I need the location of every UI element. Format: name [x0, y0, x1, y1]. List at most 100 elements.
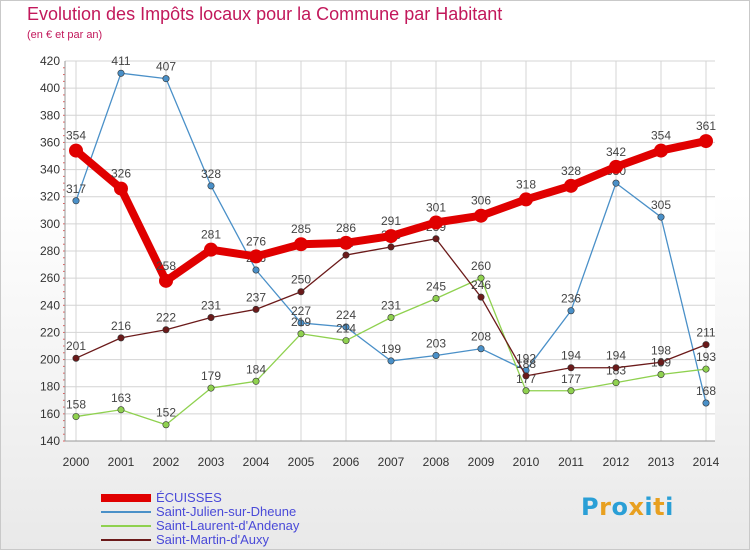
x-tick-label: 2009 — [468, 455, 495, 469]
y-tick-label: 180 — [40, 380, 60, 394]
data-point — [567, 364, 575, 372]
logo-letter: i — [665, 493, 674, 521]
x-tick-label: 2004 — [243, 455, 270, 469]
data-point — [564, 178, 578, 193]
data-point — [342, 251, 350, 259]
logo-letter: t — [653, 493, 666, 521]
data-label: 407 — [156, 60, 176, 74]
data-point — [387, 313, 395, 321]
x-tick-label: 2008 — [423, 455, 450, 469]
legend-swatch — [101, 525, 151, 527]
data-point — [657, 213, 665, 221]
x-tick-label: 2014 — [693, 455, 720, 469]
data-point — [114, 181, 128, 196]
data-label: 227 — [291, 304, 311, 318]
data-point — [567, 307, 575, 315]
data-point — [297, 288, 305, 296]
data-point — [429, 215, 443, 230]
data-label: 216 — [111, 319, 131, 333]
data-label: 246 — [471, 278, 491, 292]
data-point — [162, 326, 170, 334]
data-point — [474, 208, 488, 223]
data-label: 222 — [156, 311, 176, 325]
data-point — [162, 75, 170, 83]
data-label: 245 — [426, 280, 446, 294]
data-label: 318 — [516, 177, 536, 191]
data-label: 354 — [66, 129, 86, 143]
data-label: 286 — [336, 221, 356, 235]
legend-label: Saint-Laurent-d'Andenay — [156, 518, 300, 533]
data-label: 306 — [471, 194, 491, 208]
data-point — [609, 159, 623, 174]
legend-swatch — [101, 494, 151, 502]
data-label: 188 — [516, 357, 536, 371]
data-label: 328 — [201, 167, 221, 181]
data-point — [294, 237, 308, 252]
data-point — [387, 243, 395, 251]
y-tick-label: 300 — [40, 217, 60, 231]
y-tick-label: 220 — [40, 325, 60, 339]
legend-label: Saint-Julien-sur-Dheune — [156, 504, 297, 519]
y-tick-label: 400 — [40, 81, 60, 95]
data-point — [249, 249, 263, 264]
y-tick-label: 420 — [40, 54, 60, 68]
data-point — [702, 341, 710, 349]
data-label: 260 — [471, 259, 491, 273]
data-point — [72, 197, 80, 205]
data-label: 152 — [156, 406, 176, 420]
data-point — [387, 357, 395, 365]
data-label: 326 — [111, 167, 131, 181]
x-tick-label: 2001 — [108, 455, 135, 469]
data-label: 237 — [246, 290, 266, 304]
data-point — [702, 365, 710, 373]
logo-letter: r — [599, 493, 612, 521]
data-point — [432, 351, 440, 359]
data-point — [432, 235, 440, 243]
data-label: 285 — [291, 222, 311, 236]
data-point — [477, 293, 485, 301]
data-point — [207, 313, 215, 321]
logo-letter: P — [581, 493, 600, 521]
data-label: 276 — [246, 234, 266, 248]
data-label: 258 — [156, 259, 176, 273]
data-label: 179 — [201, 369, 221, 383]
data-point — [477, 274, 485, 282]
x-tick-label: 2011 — [558, 455, 584, 469]
data-point — [204, 242, 218, 257]
data-label: 203 — [426, 337, 446, 351]
series-0: 354 326 258 281 276 285 286 291 301 306 318 328 342 3… — [66, 119, 716, 288]
data-label: 184 — [246, 362, 266, 376]
data-point — [339, 235, 353, 250]
legend-swatch — [101, 539, 151, 541]
data-point — [519, 192, 533, 207]
data-point — [657, 370, 665, 378]
legend-label: ÉCUISSES — [156, 490, 222, 505]
data-label: 231 — [381, 299, 401, 313]
data-point — [432, 294, 440, 302]
chart-title: Evolution des Impôts locaux pour la Comm… — [27, 4, 503, 24]
data-point — [612, 179, 620, 187]
data-label: 208 — [471, 330, 491, 344]
data-point — [117, 69, 125, 77]
data-label: 281 — [201, 228, 221, 242]
y-tick-label: 200 — [40, 353, 60, 367]
y-tick-label: 360 — [40, 135, 60, 149]
y-tick-label: 160 — [40, 407, 60, 421]
data-point — [699, 134, 713, 149]
data-point — [342, 337, 350, 345]
data-label: 291 — [381, 214, 401, 228]
data-point — [567, 387, 575, 395]
legend-label: Saint-Martin-d'Auxy — [156, 532, 270, 547]
data-point — [252, 266, 260, 274]
data-label: 193 — [696, 350, 716, 364]
data-label: 168 — [696, 384, 716, 398]
y-tick-label: 140 — [40, 434, 60, 448]
data-point — [117, 406, 125, 414]
y-tick-label: 320 — [40, 190, 60, 204]
data-point — [522, 387, 530, 395]
data-point — [297, 319, 305, 327]
data-point — [117, 334, 125, 342]
x-tick-label: 2012 — [603, 455, 630, 469]
